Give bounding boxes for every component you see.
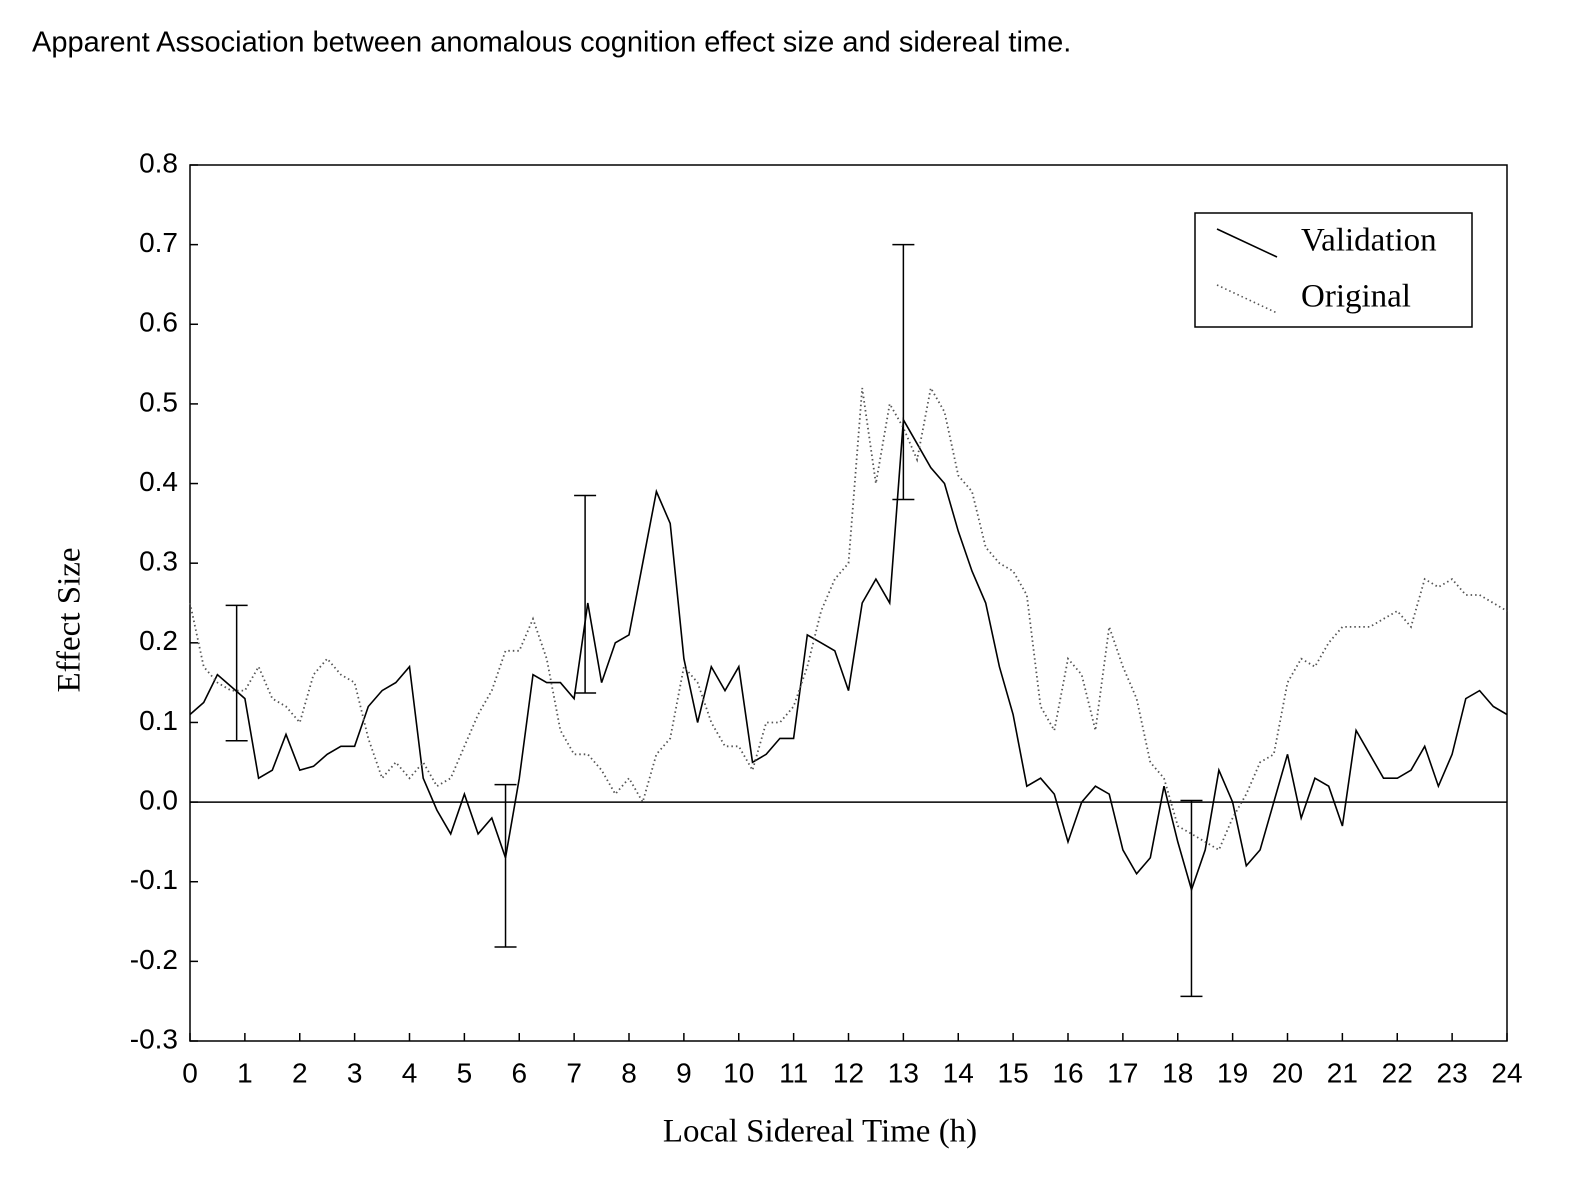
series-line [189,417,1508,893]
chart-title: Apparent Association between anomalous c… [32,27,1071,59]
y-tick-label: 0.7 [139,227,178,258]
x-tick-label: 22 [1382,1057,1413,1088]
x-tick-label: 23 [1437,1057,1468,1088]
legend-label: Validation [1301,223,1437,259]
y-tick-label: 0.8 [139,147,178,178]
x-tick-label: 4 [402,1057,418,1088]
x-tick-label: 2 [292,1057,308,1088]
x-tick-label: 12 [833,1057,864,1088]
y-tick-label: 0.5 [139,386,178,417]
legend-box [1194,212,1473,328]
x-tick-label: 16 [1052,1057,1083,1088]
x-tick-label: 21 [1327,1057,1358,1088]
y-tick-label: 0.1 [139,705,178,736]
x-tick-label: 18 [1162,1057,1193,1088]
x-tick-label: 7 [566,1057,582,1088]
legend-swatch [1216,228,1278,258]
y-tick-label: -0.3 [130,1023,178,1054]
x-tick-label: 14 [943,1057,974,1088]
x-tick-label: 3 [347,1057,363,1088]
y-axis-label: Effect Size [52,547,88,692]
x-tick-label: 24 [1491,1057,1522,1088]
x-tick-label: 9 [676,1057,692,1088]
x-tick-label: 1 [237,1057,253,1088]
x-tick-label: 10 [723,1057,754,1088]
y-tick-label: 0.6 [139,307,178,338]
legend-label: Original [1301,279,1411,315]
x-tick-label: 15 [998,1057,1029,1088]
x-tick-label: 5 [457,1057,473,1088]
x-tick-label: 20 [1272,1057,1303,1088]
y-tick-label: -0.1 [130,864,178,895]
y-tick-label: 0.3 [139,546,178,577]
y-tick-label: 0.2 [139,625,178,656]
y-tick-label: 0.4 [139,466,178,497]
x-tick-label: 13 [888,1057,919,1088]
x-tick-label: 8 [621,1057,637,1088]
x-tick-label: 17 [1107,1057,1138,1088]
series-line [189,385,1508,852]
x-tick-label: 19 [1217,1057,1248,1088]
y-tick-label: -0.2 [130,944,178,975]
y-tick-label: 0.0 [139,784,178,815]
x-axis-label: Local Sidereal Time (h) [663,1114,977,1150]
x-tick-label: 11 [779,1057,808,1088]
x-tick-label: 6 [511,1057,527,1088]
legend-swatch [1216,284,1278,314]
x-tick-label: 0 [182,1057,198,1088]
